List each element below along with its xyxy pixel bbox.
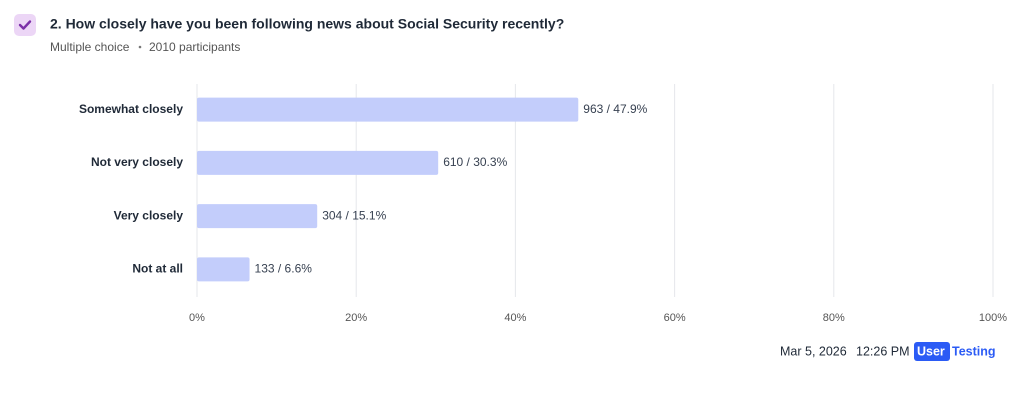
value-label: 963 / 47.9%: [583, 102, 647, 116]
y-tick-label: Not at all: [132, 262, 183, 276]
logo-testing: Testing: [952, 344, 996, 358]
question-type: Multiple choice: [50, 40, 130, 54]
bar: [197, 150, 439, 175]
y-tick-label: Somewhat closely: [79, 102, 183, 116]
bar: [197, 257, 250, 282]
chart-title: 2. How closely have you been following n…: [50, 16, 564, 32]
x-tick-label: 0%: [189, 312, 205, 324]
logo-user: User: [917, 344, 945, 358]
bar: [197, 97, 579, 122]
bar: [197, 204, 318, 229]
x-tick-label: 80%: [823, 312, 845, 324]
logo-box: [914, 342, 950, 361]
y-tick-label: Not very closely: [91, 155, 183, 169]
date: Mar 5, 2026: [780, 344, 847, 358]
check-mark: [18, 20, 32, 30]
value-label: 610 / 30.3%: [443, 155, 507, 169]
participants: 2010 participants: [149, 40, 240, 54]
x-tick-label: 40%: [504, 312, 526, 324]
value-label: 304 / 15.1%: [322, 208, 386, 222]
value-label: 133 / 6.6%: [255, 262, 313, 276]
x-tick-label: 60%: [664, 312, 686, 324]
x-tick-label: 20%: [345, 312, 367, 324]
time: 12:26 PM: [856, 344, 910, 358]
x-tick-label: 100%: [979, 312, 1007, 324]
y-tick-label: Very closely: [114, 208, 184, 222]
check-icon: [14, 14, 36, 36]
separator-dot: [138, 45, 142, 49]
